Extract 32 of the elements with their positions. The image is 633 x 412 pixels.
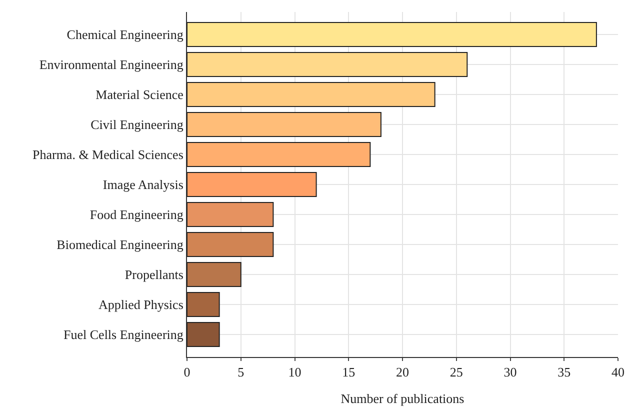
y-tick-label: Environmental Engineering — [39, 57, 184, 72]
x-tick-label: 0 — [184, 364, 190, 380]
x-axis-title: Number of publications — [340, 391, 464, 406]
bar — [187, 142, 371, 167]
bar — [187, 202, 274, 227]
y-tick-label: Image Analysis — [102, 177, 184, 192]
y-tick-label: Applied Physics — [98, 297, 184, 312]
y-tick-label: Material Science — [96, 87, 184, 102]
x-tick-label: 5 — [238, 364, 244, 380]
y-tick-label: Civil Engineering — [90, 117, 184, 132]
bar — [187, 52, 468, 77]
y-tick-label: Biomedical Engineering — [56, 237, 184, 252]
x-tick-label: 10 — [288, 364, 302, 380]
x-tick-label: 20 — [396, 364, 409, 380]
x-tick-label: 15 — [342, 364, 356, 380]
y-tick-label: Pharma. & Medical Sciences — [32, 147, 184, 162]
y-tick-label: Food Engineering — [90, 207, 184, 222]
bar — [187, 172, 317, 197]
y-tick-label: Chemical Engineering — [66, 27, 184, 42]
bar — [187, 112, 382, 137]
x-tick-label: 25 — [450, 364, 463, 380]
bar — [187, 322, 220, 347]
bar — [187, 232, 274, 257]
bar — [187, 292, 220, 317]
y-tick-label: Propellants — [124, 267, 184, 282]
y-tick-label: Fuel Cells Engineering — [64, 327, 184, 342]
bar — [187, 22, 597, 47]
x-tick-label: 40 — [612, 364, 624, 380]
x-tick-label: 35 — [558, 364, 571, 380]
bar — [187, 82, 436, 107]
bar — [187, 262, 242, 287]
x-tick-label: 30 — [504, 364, 517, 380]
